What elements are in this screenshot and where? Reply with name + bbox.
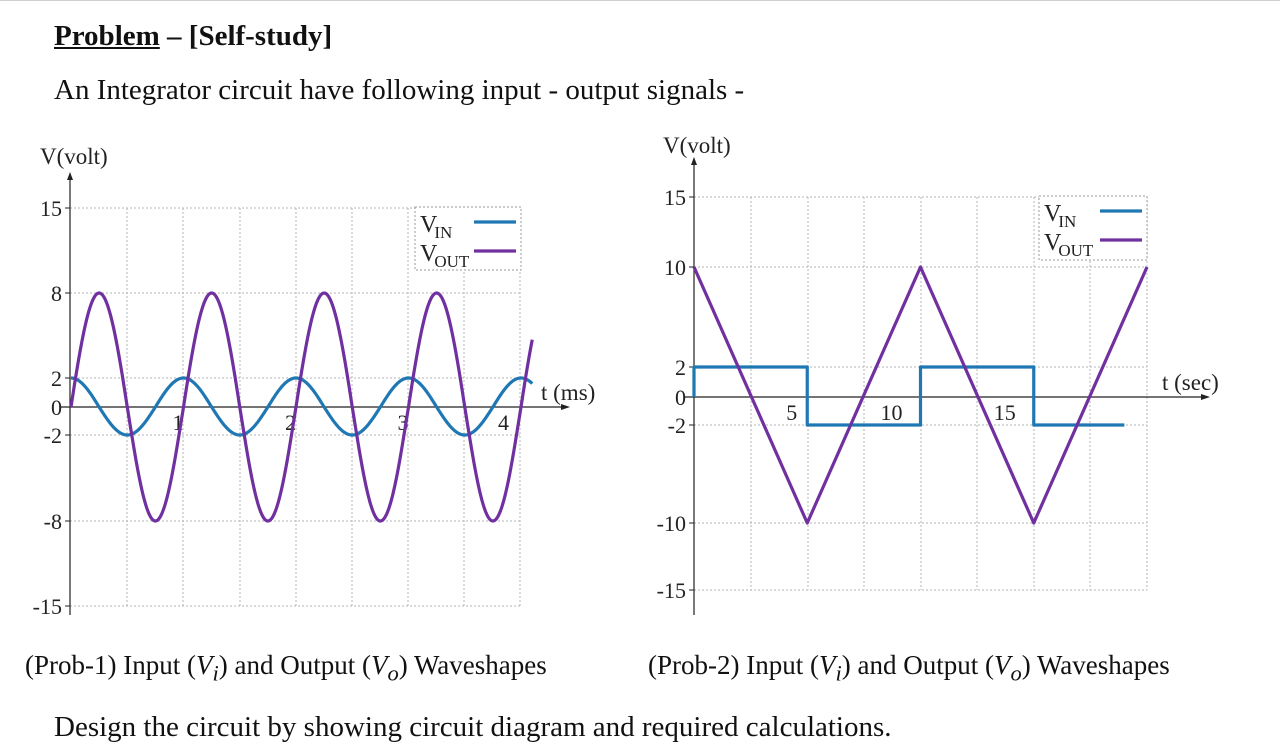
x-axis-arrow [561, 404, 570, 410]
series-vout-line [692, 265, 1149, 525]
legend-label-vin: VIN [420, 212, 452, 242]
y-tick-label: -2 [44, 423, 62, 448]
problem-heading: Problem – [Self-study] [54, 20, 332, 53]
x-tick-label: 3 [398, 410, 409, 435]
x-tick-label: 4 [498, 410, 509, 435]
problem-label: Problem [54, 20, 160, 52]
y-tick-label: 0 [51, 395, 62, 420]
y-axis-label: V(volt) [40, 144, 108, 169]
y-tick-label: 8 [51, 281, 62, 306]
y-axis-label: V(volt) [663, 133, 731, 158]
y-tick-label: 15 [664, 185, 686, 210]
legend-label-vout: VOUT [1044, 230, 1094, 260]
x-tick-label: 15 [994, 400, 1016, 425]
x-tick-label: 2 [285, 410, 296, 435]
x-tick-label: 5 [786, 400, 797, 425]
y-tick-label: 2 [51, 366, 62, 391]
x-tick-label: 1 [173, 410, 184, 435]
y-axis-arrow [67, 172, 73, 180]
problem-intro: An Integrator circuit have following inp… [54, 74, 745, 106]
x-axis-label: t (sec) [1162, 370, 1219, 395]
y-tick-label: -8 [44, 509, 62, 534]
top-border [0, 0, 1280, 1]
design-instruction: Design the circuit by showing circuit di… [54, 711, 892, 743]
series-vin-line [692, 365, 1125, 427]
y-tick-label: -2 [668, 413, 686, 438]
caption-prob-1: (Prob-1) Input (Vi) and Output (Vo) Wave… [25, 650, 547, 686]
legend-box [1038, 195, 1148, 261]
problem-subtitle: – [Self-study] [159, 20, 333, 52]
y-tick-label: 15 [40, 196, 62, 221]
legend-label-vin: VIN [1044, 201, 1076, 231]
series-vout-line [69, 291, 534, 523]
y-tick-label: -10 [657, 511, 686, 536]
y-tick-label: 2 [675, 355, 686, 380]
legend-box [414, 206, 522, 271]
y-tick-label: -15 [657, 578, 686, 603]
caption-prob-2: (Prob-2) Input (Vi) and Output (Vo) Wave… [648, 650, 1170, 686]
y-axis-arrow [691, 157, 697, 165]
x-tick-label: 10 [881, 400, 903, 425]
y-tick-label: -15 [33, 594, 62, 619]
x-axis-arrow [1201, 394, 1210, 400]
x-axis-label: t (ms) [541, 380, 595, 405]
legend-label-vout: VOUT [420, 241, 470, 271]
y-tick-label: 0 [675, 385, 686, 410]
y-tick-label: 10 [664, 255, 686, 280]
